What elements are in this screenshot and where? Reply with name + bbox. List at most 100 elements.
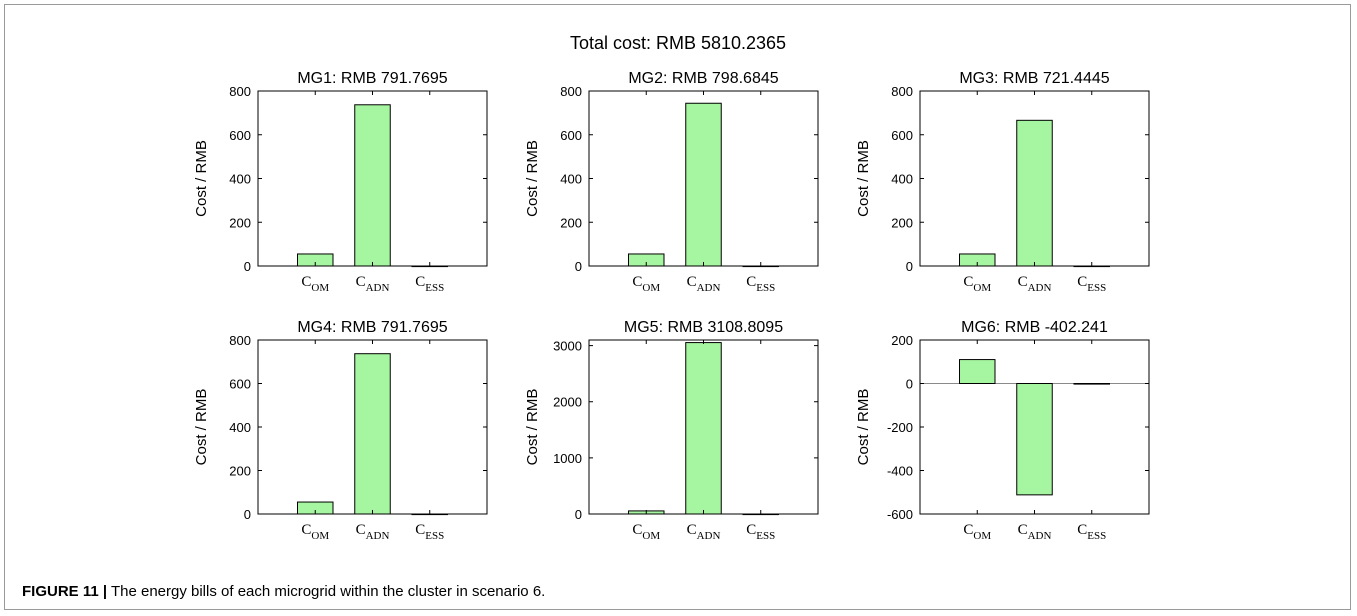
x-tick-label-base: C — [1077, 522, 1087, 538]
y-tick-label: 400 — [229, 172, 251, 187]
bar-adn — [354, 104, 391, 267]
x-tick-label-base: C — [301, 522, 311, 538]
y-tick-label: 200 — [229, 464, 251, 479]
x-tick-label-subscript: ADN — [697, 282, 721, 294]
x-tick-label: COM — [963, 522, 991, 542]
y-tick-label: 800 — [229, 333, 251, 348]
y-tick-label: 800 — [560, 84, 582, 99]
y-axis-label: Cost / RMB — [193, 389, 210, 466]
panel-title: MG4: RMB 791.7695 — [297, 319, 447, 336]
x-tick-label: COM — [301, 274, 329, 294]
x-tick-label-subscript: OM — [311, 530, 329, 542]
y-tick-label: 200 — [891, 215, 913, 230]
y-tick-label: 1000 — [553, 451, 582, 466]
y-tick-label: 0 — [906, 259, 913, 274]
x-tick-label: CADN — [356, 274, 390, 294]
x-tick-label: CADN — [1018, 274, 1052, 294]
x-tick-label: CADN — [687, 522, 721, 542]
x-tick-label-subscript: ESS — [756, 282, 775, 294]
y-tick-label: 0 — [244, 507, 251, 522]
x-tick-label: CESS — [415, 274, 444, 294]
caption-text: The energy bills of each microgrid withi… — [107, 583, 546, 600]
y-tick-label: 400 — [560, 172, 582, 187]
x-tick-label-subscript: OM — [973, 282, 991, 294]
x-tick-label-base: C — [356, 274, 366, 290]
x-tick-label: CESS — [746, 522, 775, 542]
panel-title: MG5: RMB 3108.8095 — [624, 319, 783, 336]
y-tick-label: 600 — [560, 128, 582, 143]
x-tick-label-subscript: ADN — [366, 282, 390, 294]
x-tick-label-subscript: OM — [311, 282, 329, 294]
x-tick-label-subscript: ESS — [1087, 530, 1106, 542]
panel-title: MG3: RMB 721.4445 — [959, 70, 1109, 87]
y-axis-label: Cost / RMB — [855, 389, 872, 466]
x-tick-label-base: C — [1018, 274, 1028, 290]
x-tick-label: COM — [632, 522, 660, 542]
y-tick-label: 200 — [891, 333, 913, 348]
x-tick-label-base: C — [1077, 274, 1087, 290]
x-tick-label-subscript: ADN — [366, 530, 390, 542]
y-tick-label: -600 — [887, 507, 913, 522]
y-tick-label: 600 — [229, 128, 251, 143]
bar-om — [959, 359, 996, 385]
x-tick-label-subscript: ESS — [425, 282, 444, 294]
figure-frame — [4, 4, 1351, 610]
x-tick-label-subscript: OM — [642, 282, 660, 294]
x-tick-label: COM — [632, 274, 660, 294]
x-tick-label-base: C — [356, 522, 366, 538]
x-tick-label-base: C — [415, 274, 425, 290]
x-tick-label-base: C — [301, 274, 311, 290]
x-tick-label-base: C — [963, 274, 973, 290]
x-tick-label-subscript: OM — [973, 530, 991, 542]
x-tick-label: CESS — [746, 274, 775, 294]
bar-adn — [1016, 119, 1053, 267]
y-axis-label: Cost / RMB — [855, 140, 872, 217]
y-axis-label: Cost / RMB — [524, 140, 541, 217]
y-tick-label: 0 — [244, 259, 251, 274]
bar-adn — [685, 102, 722, 267]
y-tick-label: 200 — [229, 215, 251, 230]
panel-title: MG1: RMB 791.7695 — [297, 70, 447, 87]
x-tick-label-subscript: ESS — [756, 530, 775, 542]
x-tick-label-base: C — [632, 522, 642, 538]
y-axis-label: Cost / RMB — [524, 389, 541, 466]
x-tick-label: CADN — [1018, 522, 1052, 542]
figure-suptitle: Total cost: RMB 5810.2365 — [570, 33, 786, 53]
panel-title: MG2: RMB 798.6845 — [628, 70, 778, 87]
y-axis-label: Cost / RMB — [193, 140, 210, 217]
bar-adn — [685, 342, 722, 515]
y-tick-label: 200 — [560, 215, 582, 230]
y-tick-label: 600 — [891, 128, 913, 143]
y-tick-label: 800 — [891, 84, 913, 99]
y-tick-label: 400 — [891, 172, 913, 187]
figure-caption: FIGURE 11 | The energy bills of each mic… — [22, 583, 545, 600]
x-tick-label-base: C — [687, 522, 697, 538]
bar-adn — [354, 353, 391, 515]
x-tick-label: CESS — [1077, 274, 1106, 294]
x-tick-label-base: C — [687, 274, 697, 290]
y-tick-label: -200 — [887, 420, 913, 435]
x-tick-label-base: C — [1018, 522, 1028, 538]
panel-title: MG6: RMB -402.241 — [961, 319, 1108, 336]
x-tick-label: CESS — [415, 522, 444, 542]
y-tick-label: 0 — [575, 507, 582, 522]
caption-label: FIGURE 11 | — [22, 583, 108, 600]
y-tick-label: 600 — [229, 377, 251, 392]
x-tick-label: CESS — [1077, 522, 1106, 542]
x-tick-label-subscript: ADN — [1028, 530, 1052, 542]
bar-ess — [1073, 383, 1110, 385]
x-tick-label: COM — [963, 274, 991, 294]
y-tick-label: 3000 — [553, 339, 582, 354]
x-tick-label: CADN — [356, 522, 390, 542]
y-tick-label: 0 — [575, 259, 582, 274]
x-tick-label: CADN — [687, 274, 721, 294]
bar-adn — [1016, 383, 1053, 496]
x-tick-label-subscript: ESS — [425, 530, 444, 542]
x-tick-label-base: C — [746, 522, 756, 538]
